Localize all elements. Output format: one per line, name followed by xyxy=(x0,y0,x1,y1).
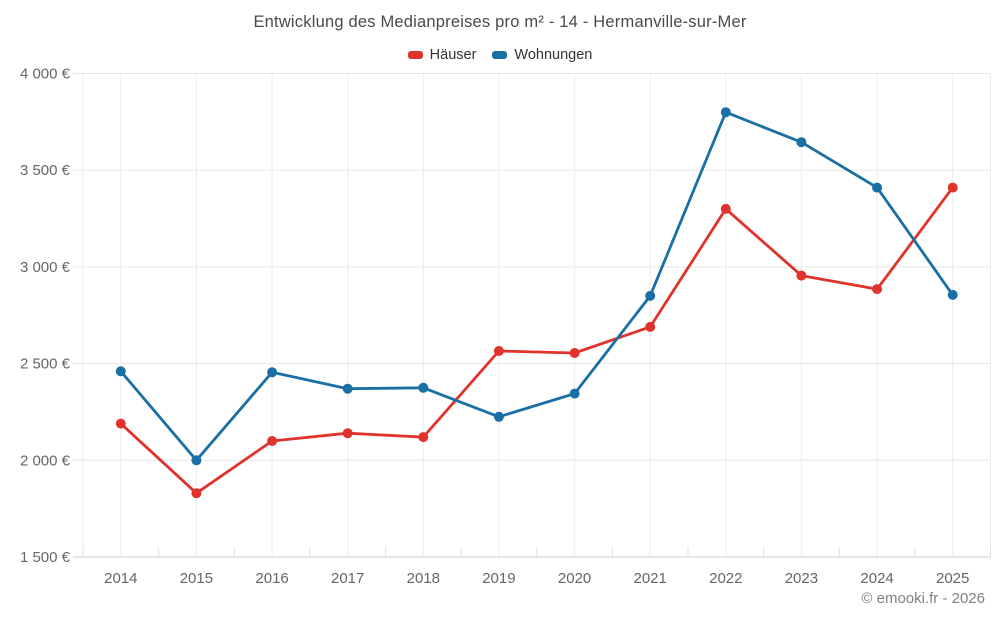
svg-text:2014: 2014 xyxy=(104,570,137,587)
legend-item-haeuser[interactable]: Häuser xyxy=(407,47,477,63)
haeuser-series-marker xyxy=(407,51,423,59)
series-line xyxy=(119,186,955,495)
chart-legend: Häuser Wohnungen xyxy=(0,47,1000,63)
series-point xyxy=(720,107,731,118)
series-point xyxy=(267,436,278,446)
series-line xyxy=(119,110,955,462)
series-point xyxy=(267,367,278,378)
series-point xyxy=(115,418,126,429)
svg-text:2017: 2017 xyxy=(331,570,364,587)
svg-text:2021: 2021 xyxy=(634,570,667,587)
series-point xyxy=(645,290,656,301)
series-point xyxy=(796,137,807,148)
series-point xyxy=(796,270,807,281)
svg-text:2015: 2015 xyxy=(180,570,213,587)
series-point xyxy=(418,382,429,393)
svg-text:2025: 2025 xyxy=(936,570,969,587)
svg-text:2 000 €: 2 000 € xyxy=(20,452,71,469)
series-point xyxy=(115,366,126,377)
svg-text:4 000 €: 4 000 € xyxy=(20,66,71,83)
legend-label-haeuser: Häuser xyxy=(429,47,477,63)
series-point xyxy=(493,411,504,422)
svg-text:2020: 2020 xyxy=(558,570,591,587)
series-point xyxy=(720,203,731,214)
series-point xyxy=(191,488,202,499)
copyright-credit: © emooki.fr - 2026 xyxy=(861,590,985,607)
chart-title: Entwicklung des Medianpreises pro m² - 1… xyxy=(253,13,747,31)
series-point xyxy=(191,455,202,466)
svg-text:2016: 2016 xyxy=(255,570,288,587)
series-point xyxy=(342,383,353,394)
svg-text:2023: 2023 xyxy=(785,570,818,587)
svg-text:2019: 2019 xyxy=(482,570,515,587)
wohnungen-series-marker xyxy=(492,51,508,59)
series-point xyxy=(947,182,958,193)
svg-text:2024: 2024 xyxy=(860,570,893,587)
svg-text:1 500 €: 1 500 € xyxy=(20,549,71,566)
svg-text:2 500 €: 2 500 € xyxy=(20,356,71,373)
svg-text:2022: 2022 xyxy=(709,570,742,587)
series-point xyxy=(342,428,353,439)
series-point xyxy=(645,321,656,332)
series-point xyxy=(872,284,883,295)
series-point xyxy=(872,182,883,193)
series-point xyxy=(569,348,580,358)
svg-text:3 500 €: 3 500 € xyxy=(20,162,71,179)
series-point xyxy=(569,388,580,399)
svg-text:3 000 €: 3 000 € xyxy=(20,259,71,276)
svg-text:2018: 2018 xyxy=(407,570,440,587)
legend-label-wohnungen: Wohnungen xyxy=(514,47,593,63)
legend-item-wohnungen[interactable]: Wohnungen xyxy=(492,47,592,63)
series-point xyxy=(418,432,429,443)
series-point xyxy=(493,346,504,356)
series-point xyxy=(947,289,958,300)
